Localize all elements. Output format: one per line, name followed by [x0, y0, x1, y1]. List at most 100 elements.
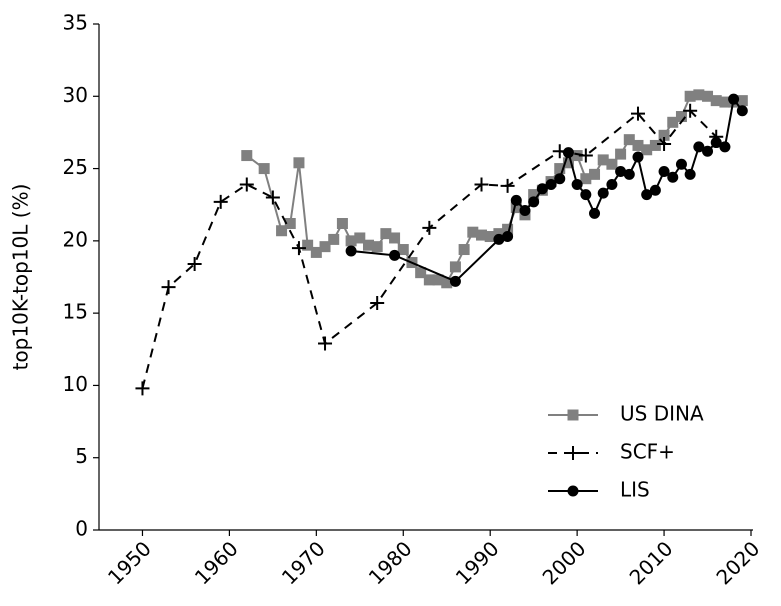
- data-point: [449, 261, 461, 273]
- data-point: [623, 134, 635, 146]
- data-point: [528, 189, 540, 201]
- data-point: [502, 223, 514, 235]
- legend-marker: [567, 409, 579, 421]
- data-point: [623, 168, 635, 180]
- data-point: [500, 178, 515, 193]
- data-point: [710, 95, 722, 107]
- legend-label: SCF+: [620, 440, 675, 464]
- data-point: [362, 239, 374, 251]
- data-point: [641, 189, 653, 201]
- data-point: [736, 95, 748, 107]
- series: [345, 93, 748, 287]
- data-point: [519, 204, 531, 216]
- data-point: [562, 157, 574, 169]
- data-point: [370, 296, 385, 311]
- x-tick-label: 2020: [711, 536, 764, 589]
- data-point: [302, 239, 314, 251]
- x-tick-label: 1960: [190, 536, 243, 589]
- series-line: [141, 109, 717, 389]
- x-tick-label: 1950: [103, 536, 156, 589]
- data-point: [458, 244, 470, 256]
- data-point: [345, 235, 357, 247]
- y-axis-label: top10K-top10L (%): [9, 184, 33, 371]
- y-tick-label: 10: [63, 372, 88, 396]
- data-point: [597, 154, 609, 166]
- x-tick-label: 1980: [364, 536, 417, 589]
- data-point: [615, 148, 627, 160]
- data-point: [657, 136, 672, 151]
- data-point: [258, 163, 270, 175]
- legend-label: US DINA: [620, 402, 704, 426]
- data-point: [528, 196, 540, 208]
- x-tick-label: 2010: [625, 536, 678, 589]
- data-point: [510, 194, 522, 206]
- data-point: [474, 177, 489, 192]
- data-point: [719, 141, 731, 153]
- data-point: [702, 145, 714, 157]
- legend-marker: [567, 485, 579, 497]
- x-tick-label: 1970: [277, 536, 330, 589]
- data-point: [589, 168, 601, 180]
- y-tick-label: 15: [63, 300, 88, 324]
- data-point: [213, 194, 228, 209]
- data-point: [578, 148, 593, 163]
- data-point: [187, 256, 202, 271]
- data-point: [649, 139, 661, 151]
- data-point: [467, 226, 479, 238]
- data-point: [545, 178, 557, 190]
- data-point: [276, 225, 288, 237]
- data-point: [684, 90, 696, 102]
- data-point: [571, 150, 583, 162]
- data-point: [667, 116, 679, 128]
- data-point: [710, 137, 722, 149]
- data-point: [423, 274, 435, 286]
- data-point: [580, 189, 592, 201]
- series: [241, 89, 748, 289]
- data-point: [641, 144, 653, 156]
- data-point: [649, 184, 661, 196]
- data-point: [658, 129, 670, 141]
- data-point: [562, 147, 574, 159]
- data-point: [328, 233, 340, 245]
- data-point: [693, 89, 705, 101]
- data-point: [318, 336, 333, 351]
- data-point: [693, 141, 705, 153]
- data-point: [161, 280, 176, 295]
- data-point: [449, 275, 461, 287]
- data-point: [667, 171, 679, 183]
- y-tick-label: 20: [63, 227, 88, 251]
- data-point: [319, 241, 331, 253]
- x-tick-label: 1990: [451, 536, 504, 589]
- data-point: [580, 173, 592, 185]
- data-point: [310, 246, 322, 258]
- data-point: [615, 165, 627, 177]
- data-point: [502, 231, 514, 243]
- y-tick-label: 25: [63, 155, 88, 179]
- data-point: [389, 232, 401, 244]
- data-point: [675, 158, 687, 170]
- y-tick-label: 30: [63, 83, 88, 107]
- data-point: [432, 274, 444, 286]
- data-point: [293, 157, 305, 169]
- data-point: [606, 158, 618, 170]
- data-point: [630, 106, 645, 121]
- y-tick-label: 35: [63, 11, 88, 35]
- data-point: [571, 178, 583, 190]
- data-point: [589, 207, 601, 219]
- data-point: [632, 139, 644, 151]
- data-point: [536, 183, 548, 195]
- data-point: [702, 90, 714, 102]
- data-point: [728, 93, 740, 105]
- data-point: [683, 103, 698, 118]
- data-point: [354, 232, 366, 244]
- data-point: [241, 150, 253, 162]
- data-point: [397, 244, 409, 256]
- data-point: [597, 187, 609, 199]
- data-point: [606, 178, 618, 190]
- data-point: [135, 381, 150, 396]
- data-point: [291, 241, 306, 256]
- data-point: [284, 218, 296, 230]
- data-point: [336, 218, 348, 230]
- data-point: [719, 96, 731, 108]
